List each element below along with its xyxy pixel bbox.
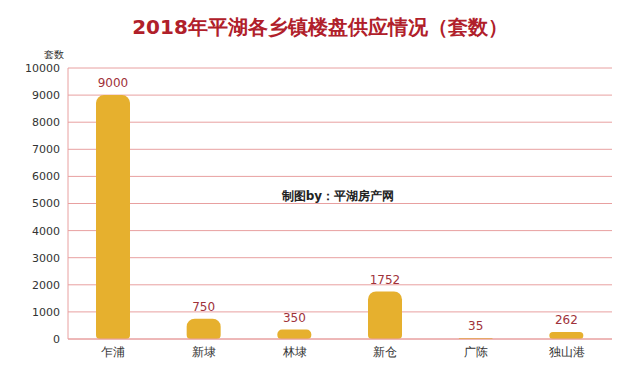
svg-text:4000: 4000 (32, 225, 60, 238)
svg-text:独山港: 独山港 (549, 345, 585, 359)
svg-text:10000: 10000 (25, 62, 60, 75)
html-text:制图by：平湖房产网: 制图by：平湖房产网 (281, 189, 395, 203)
svg-text:262: 262 (555, 313, 578, 327)
svg-text:6000: 6000 (32, 170, 60, 183)
svg-text:8000: 8000 (32, 116, 60, 129)
html-text:套数: 套数 (44, 49, 64, 60)
svg-text:乍浦: 乍浦 (101, 345, 125, 359)
svg-text:3000: 3000 (32, 252, 60, 265)
svg-text:1000: 1000 (32, 306, 60, 319)
svg-text:林埭: 林埭 (282, 345, 307, 359)
svg-text:2000: 2000 (32, 279, 60, 292)
svg-text:5000: 5000 (32, 197, 60, 210)
svg-text:35: 35 (468, 319, 483, 333)
svg-text:新埭: 新埭 (192, 345, 216, 359)
svg-text:0: 0 (53, 333, 60, 346)
svg-text:广陈: 广陈 (464, 345, 488, 359)
svg-text:750: 750 (192, 300, 215, 314)
svg-text:9000: 9000 (98, 76, 129, 90)
svg-text:350: 350 (283, 311, 306, 325)
svg-text:1752: 1752 (370, 273, 401, 287)
svg-text:9000: 9000 (32, 89, 60, 102)
svg-text:新仓: 新仓 (373, 345, 397, 359)
svg-text:7000: 7000 (32, 143, 60, 156)
html-text:2018年平湖各乡镇楼盘供应情况（套数）: 2018年平湖各乡镇楼盘供应情况（套数） (132, 15, 508, 39)
